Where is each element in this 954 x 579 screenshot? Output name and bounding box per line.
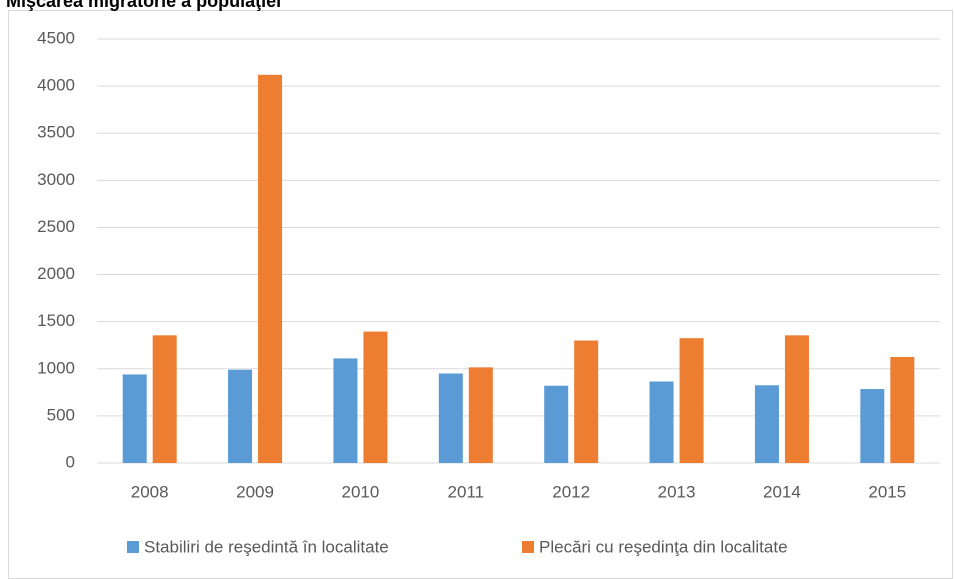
y-tick-label: 1500 [37, 311, 75, 330]
bar [333, 358, 358, 463]
y-tick-label: 4500 [37, 28, 75, 47]
y-tick-label: 0 [66, 452, 75, 471]
x-tick-label: 2009 [236, 482, 274, 501]
legend-swatch [522, 541, 534, 553]
chart-frame [8, 10, 953, 579]
bar [468, 367, 493, 463]
y-tick-label: 2500 [37, 217, 75, 236]
bar [122, 374, 147, 463]
y-tick-label: 1000 [37, 358, 75, 377]
bar [784, 335, 809, 463]
bar [679, 338, 704, 463]
bar [228, 369, 253, 463]
x-tick-label: 2013 [658, 482, 696, 501]
bar [438, 373, 463, 463]
x-tick-label: 2015 [868, 482, 906, 501]
x-tick-label: 2008 [131, 482, 169, 501]
bar [544, 385, 569, 463]
y-tick-label: 3500 [37, 123, 75, 142]
x-tick-label: 2010 [342, 482, 380, 501]
y-tick-label: 2000 [37, 264, 75, 283]
legend-label: Plecări cu reşedinţa din localitate [539, 537, 788, 556]
x-tick-label: 2011 [448, 482, 485, 501]
bar [649, 381, 674, 463]
legend-label: Stabiliri de reşedintă în localitate [144, 537, 389, 556]
bar [574, 340, 599, 463]
y-tick-label: 500 [47, 405, 75, 424]
bar [890, 357, 915, 463]
x-tick-label: 2014 [763, 482, 801, 501]
y-tick-label: 4000 [37, 76, 75, 95]
x-tick-label: 2012 [552, 482, 590, 501]
bar [754, 385, 779, 463]
bar [152, 335, 177, 463]
y-tick-label: 3000 [37, 170, 75, 189]
bar [860, 389, 885, 463]
bar [258, 74, 283, 463]
legend-swatch [127, 541, 139, 553]
bar [363, 331, 388, 463]
chart-title: Mişcarea migratorie a populaţiei [6, 0, 281, 11]
